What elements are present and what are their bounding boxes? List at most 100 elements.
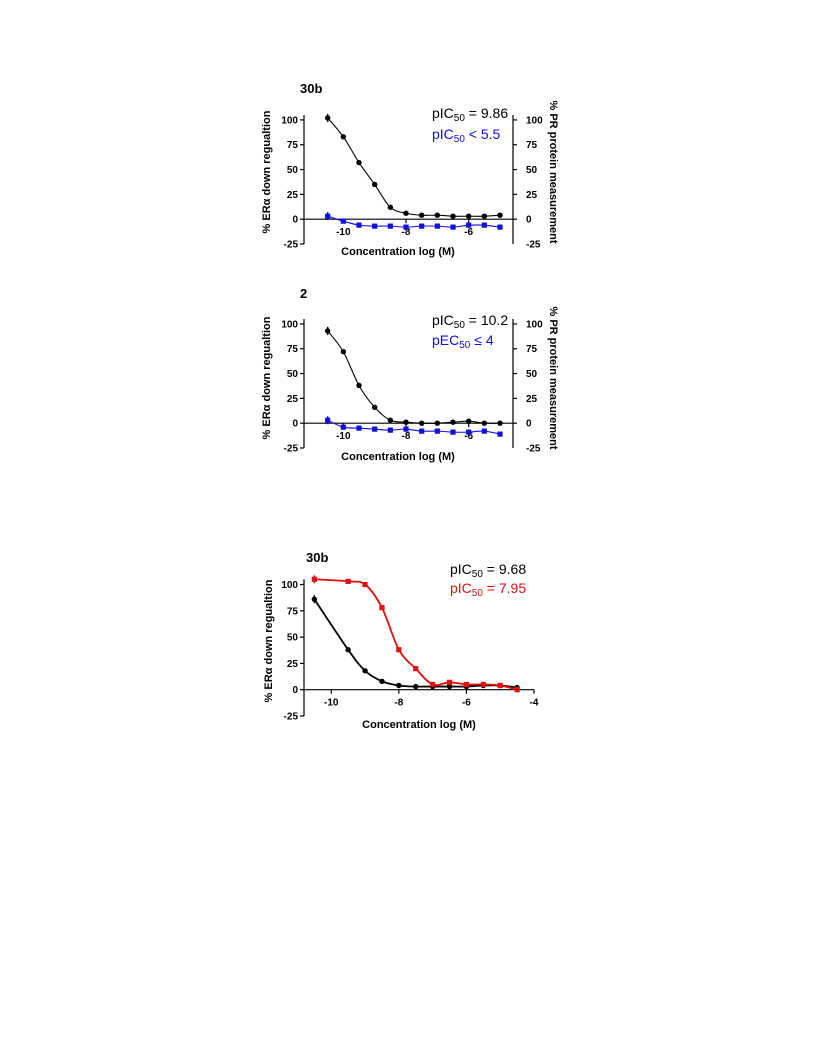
x-tick-label: -4 [530,698,539,709]
plot-area: -25 0 25 50 75 100 -10 -8 -6 -4 pIC50 = 9.68pIC50 … [281,561,539,723]
data-point [340,134,347,140]
series-line [313,598,518,689]
series-annotation: pIC50 = 9.86 [432,105,508,124]
data-point [446,683,453,690]
data-point [340,349,347,355]
y2-tick-label: -25 [526,240,541,251]
y2-tick-label: 25 [526,190,538,201]
y-tick-label: 75 [287,344,299,355]
data-point [450,224,456,230]
y-axis-label: % ERα down regualtion [261,316,273,439]
plot-area: -25 0 25 50 75 100 0 25 50 75 100 -25 -10 -8 -6 pIC50 =… [281,312,543,455]
data-point [514,687,520,693]
series-annotation: pIC50 < 5.5 [432,126,501,145]
series-annotation: pEC50 ≤ 4 [432,332,494,351]
x-tick-label: -6 [462,698,471,709]
data-point [345,578,351,584]
data-point [372,426,378,432]
y2-tick-label: -25 [526,444,541,455]
y-tick-label: 0 [292,419,298,430]
y-tick-label: 100 [281,115,298,126]
y2-tick-label: 50 [526,165,538,176]
data-point [450,429,456,435]
data-point [356,222,362,228]
y-axis-label: % ERα down regualtion [263,579,275,702]
x-axis-label: Concentration log (M) [341,451,455,463]
data-point [465,418,472,424]
chart-panel-30b-pr: 30b -25 0 25 50 75 100 0 25 50 75 100 -25 -10 -8 -6 pIC… [261,81,559,258]
data-point [463,681,470,688]
y-tick-label: -25 [284,712,299,723]
y2-tick-label: 50 [526,369,538,380]
data-point [362,668,368,674]
data-point [446,679,453,685]
y2-tick-label: 75 [526,344,538,355]
data-point [356,425,362,431]
y2-tick-label: 0 [526,419,532,430]
data-point [340,218,346,224]
data-point [379,605,385,611]
y2-tick-label: 100 [526,319,543,330]
series-annotation: pIC50 = 10.2 [432,312,508,331]
data-point [466,222,472,228]
series-line [327,215,501,228]
data-point [481,428,487,434]
x-tick-label: -8 [402,431,411,442]
data-point [497,224,503,230]
data-point [450,419,456,425]
y-tick-label: -25 [284,444,299,455]
y-tick-label: 50 [287,369,299,380]
data-point [345,647,351,653]
data-point [356,159,362,166]
y-axis-label: % ERα down regualtion [261,110,273,233]
y2-tick-label: 75 [526,140,538,151]
data-point [387,204,394,210]
chart-panel-30b-compare: 30b -25 0 25 50 75 100 -10 -8 -6 -4 pIC50 = 9.68pI… [263,550,539,731]
y-tick-label: 0 [292,215,298,226]
data-point [419,428,425,434]
series-annotation: pIC50 = 9.68 [450,561,526,580]
x-tick-label: -8 [402,227,411,238]
data-point [434,212,441,218]
data-point [356,382,362,389]
data-point [497,212,503,218]
data-point [480,681,486,688]
y-tick-label: 100 [281,580,298,591]
data-point [403,419,409,425]
data-point [497,682,503,689]
data-point [497,420,503,426]
x-axis-label: Concentration log (M) [341,246,455,258]
y-tick-label: 0 [292,685,298,696]
data-point [413,683,419,690]
y2-tick-label: 100 [526,115,543,126]
data-point [418,420,425,426]
panel-title: 2 [300,286,307,301]
data-point [403,426,409,432]
data-point [379,678,385,684]
data-point [419,223,425,229]
data-point [403,224,409,230]
data-point [387,223,393,229]
y-tick-label: 75 [287,606,299,617]
y2-tick-label: 0 [526,215,532,226]
data-point [481,213,488,219]
data-point [396,647,402,653]
x-tick-label: -10 [324,698,339,709]
y-tick-label: 25 [287,190,299,201]
data-point [371,181,378,188]
x-tick-label: -6 [464,431,473,442]
y-tick-label: 25 [287,394,299,405]
x-tick-label: -10 [336,431,351,442]
data-point [372,223,378,229]
data-point [371,404,378,411]
y2-axis-label: % PR protein measurement [547,306,559,449]
data-point [466,429,472,435]
plot-area: -25 0 25 50 75 100 0 25 50 75 100 -25 -10 -8 -6 pIC50 =… [281,105,543,251]
data-point [434,223,440,229]
data-point [362,581,368,588]
data-point [413,666,419,672]
y2-axis-label: % PR protein measurement [547,100,559,243]
data-point [434,420,441,426]
y-tick-label: 75 [287,140,299,151]
